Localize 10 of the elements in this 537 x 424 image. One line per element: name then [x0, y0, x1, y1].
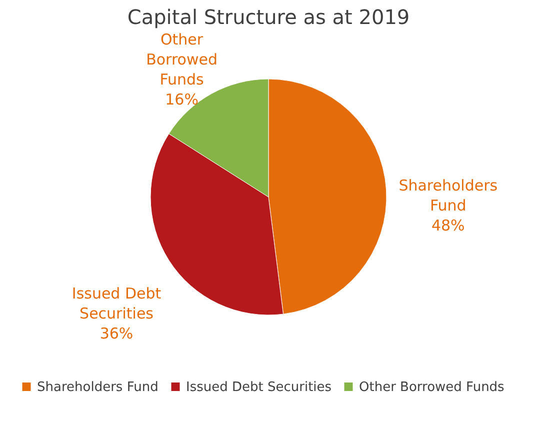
slice-label: Issued Debt Securities	[72, 284, 162, 322]
slice-label: Shareholders Fund	[398, 176, 498, 215]
data-label: 16%	[165, 90, 198, 108]
chart-title: Capital Structure as at 2019	[127, 5, 410, 29]
data-label: 48%	[431, 216, 465, 235]
data-label: 36%	[100, 324, 134, 342]
slice-label: Other Borrowed Funds	[146, 30, 218, 88]
legend-label: Shareholders Fund	[37, 380, 158, 395]
legend-label: Issued Debt Securities	[186, 380, 332, 395]
legend-label: Other Borrowed Funds	[359, 380, 505, 395]
